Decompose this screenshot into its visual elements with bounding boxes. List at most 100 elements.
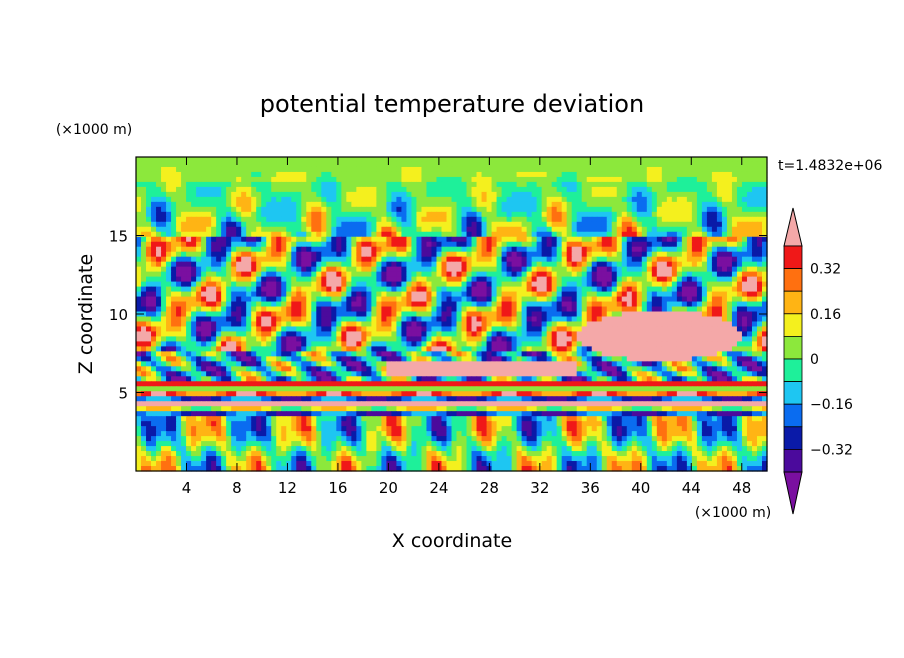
- field-cell: [231, 261, 237, 268]
- field-cell: [181, 281, 187, 288]
- field-cell: [301, 346, 307, 352]
- field-cell: [621, 296, 628, 303]
- field-cell: [691, 251, 698, 258]
- field-cell: [246, 246, 252, 253]
- field-cell: [291, 316, 297, 323]
- field-cell: [761, 301, 768, 308]
- field-cell: [211, 331, 217, 338]
- field-cell: [141, 261, 147, 268]
- field-cell: [216, 311, 222, 318]
- field-cell: [346, 171, 352, 178]
- field-cell: [481, 196, 488, 203]
- field-cell: [566, 316, 573, 323]
- field-cell: [751, 157, 758, 163]
- field-cell: [716, 346, 723, 352]
- field-cell: [161, 161, 167, 168]
- field-cell: [656, 311, 663, 318]
- field-cell: [511, 211, 518, 218]
- field-cell: [431, 281, 438, 288]
- field-cell: [681, 176, 688, 183]
- field-cell: [176, 236, 182, 243]
- field-cell: [446, 241, 453, 248]
- field-cell: [221, 291, 227, 298]
- field-cell: [336, 161, 342, 168]
- field-cell: [746, 276, 753, 283]
- field-cell: [686, 176, 693, 183]
- field-cell: [641, 311, 648, 318]
- field-cell: [436, 341, 443, 347]
- field-cell: [276, 251, 282, 258]
- field-cell: [261, 341, 267, 347]
- field-cell: [511, 246, 518, 253]
- field-cell: [206, 296, 212, 303]
- field-cell: [511, 166, 518, 173]
- field-cell: [331, 221, 337, 228]
- field-cell: [681, 296, 688, 303]
- field-cell: [161, 211, 167, 218]
- field-cell: [236, 196, 242, 203]
- field-cell: [151, 306, 157, 313]
- field-cell: [241, 231, 247, 238]
- field-cell: [656, 161, 663, 168]
- field-cell: [541, 301, 548, 308]
- field-cell: [256, 286, 262, 293]
- field-cell: [246, 226, 252, 233]
- field-cell: [291, 176, 297, 183]
- field-cell: [321, 186, 327, 193]
- field-cell: [691, 181, 698, 188]
- field-cell: [661, 346, 668, 352]
- field-cell: [596, 281, 603, 288]
- field-cell: [451, 176, 458, 183]
- field-cell: [701, 311, 708, 318]
- field-cell: [161, 196, 167, 203]
- field-cell: [146, 191, 152, 198]
- field-cell: [406, 281, 413, 288]
- field-cell: [211, 246, 217, 253]
- field-cell: [626, 301, 633, 308]
- field-cell: [346, 221, 352, 228]
- field-cell: [331, 321, 337, 328]
- chart-title: potential temperature deviation: [260, 90, 644, 118]
- field-cell: [611, 336, 618, 343]
- field-cell: [366, 261, 372, 268]
- field-cell: [266, 231, 272, 238]
- field-cell: [291, 211, 297, 218]
- field-cell: [531, 246, 538, 253]
- field-cell: [746, 246, 753, 253]
- field-cell: [666, 281, 673, 288]
- field-cell: [621, 346, 628, 352]
- field-cell: [206, 186, 212, 193]
- field-cell: [206, 326, 212, 333]
- field-cell: [341, 191, 347, 198]
- field-cell: [611, 246, 618, 253]
- field-cell: [381, 221, 387, 228]
- field-cell: [576, 301, 583, 308]
- field-cell: [581, 191, 588, 198]
- field-cell: [551, 331, 558, 338]
- field-cell: [291, 246, 297, 253]
- field-cell: [136, 161, 142, 168]
- field-cell: [666, 276, 673, 283]
- field-cell: [256, 226, 262, 233]
- field-cell: [341, 206, 347, 213]
- field-cell: [636, 311, 643, 318]
- field-cell: [696, 206, 703, 213]
- field-cell: [711, 206, 718, 213]
- field-cell: [486, 231, 493, 238]
- field-cell: [161, 236, 167, 243]
- field-cell: [326, 331, 332, 338]
- field-cell: [516, 161, 523, 168]
- field-cell: [431, 181, 438, 188]
- field-cell: [656, 191, 663, 198]
- field-cell: [586, 301, 593, 308]
- field-cell: [676, 186, 683, 193]
- field-cell: [281, 246, 287, 253]
- field-cell: [751, 341, 758, 347]
- field-cell: [461, 261, 468, 268]
- field-cell: [306, 201, 312, 208]
- field-cell: [146, 246, 152, 253]
- field-cell: [386, 301, 393, 308]
- field-cell: [251, 271, 257, 278]
- field-cell: [501, 286, 508, 293]
- field-cell: [721, 221, 728, 228]
